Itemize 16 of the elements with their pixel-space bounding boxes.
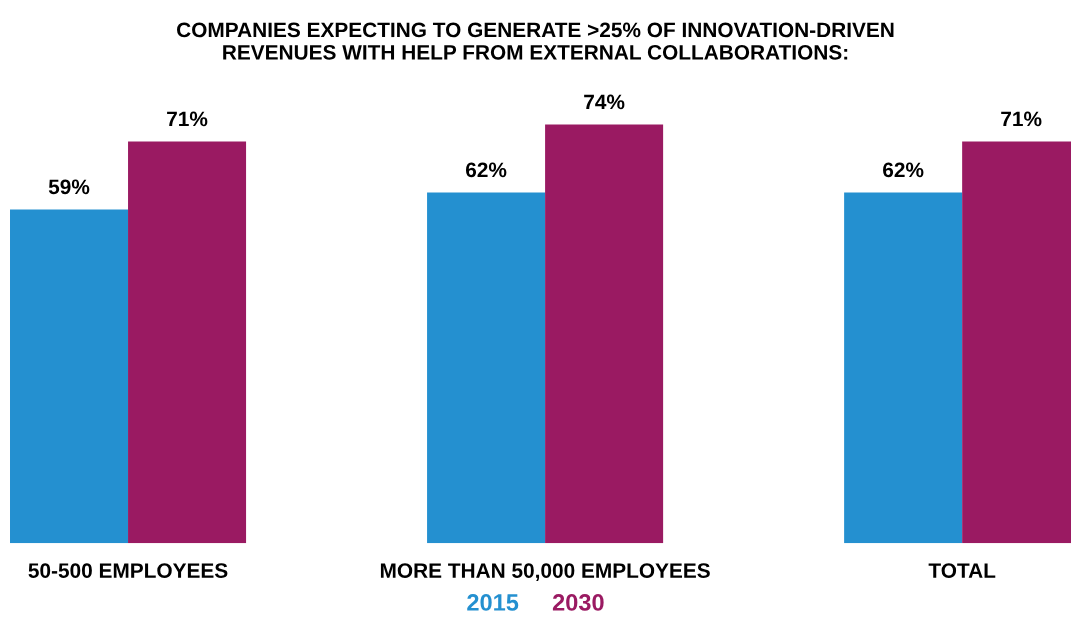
text: 2015 [467, 594, 519, 611]
data-label: 71% [167, 111, 208, 127]
bar [10, 209, 129, 544]
bar [128, 141, 247, 544]
bar [545, 124, 664, 544]
x-tick-label: 50-500 EMPLOYEES [28, 563, 228, 578]
data-label: 74% [584, 94, 625, 110]
data-label: 71% [1001, 111, 1042, 127]
bar [427, 192, 546, 544]
x-tick-label: MORE THAN 50,000 EMPLOYEES [380, 563, 710, 581]
chart-title: COMPANIES EXPECTING TO GENERATE >25% OF INNOVATION-DRIVEN REVENUES WITH HELP FROM EXTERNAL COLLABORATIONS: [177, 22, 894, 60]
data-label: 62% [465, 162, 507, 178]
data-label: 62% [883, 162, 924, 178]
data-label: 59% [48, 179, 90, 195]
x-tick-label: TOTAL [928, 563, 996, 578]
text: 2030 [552, 594, 604, 611]
